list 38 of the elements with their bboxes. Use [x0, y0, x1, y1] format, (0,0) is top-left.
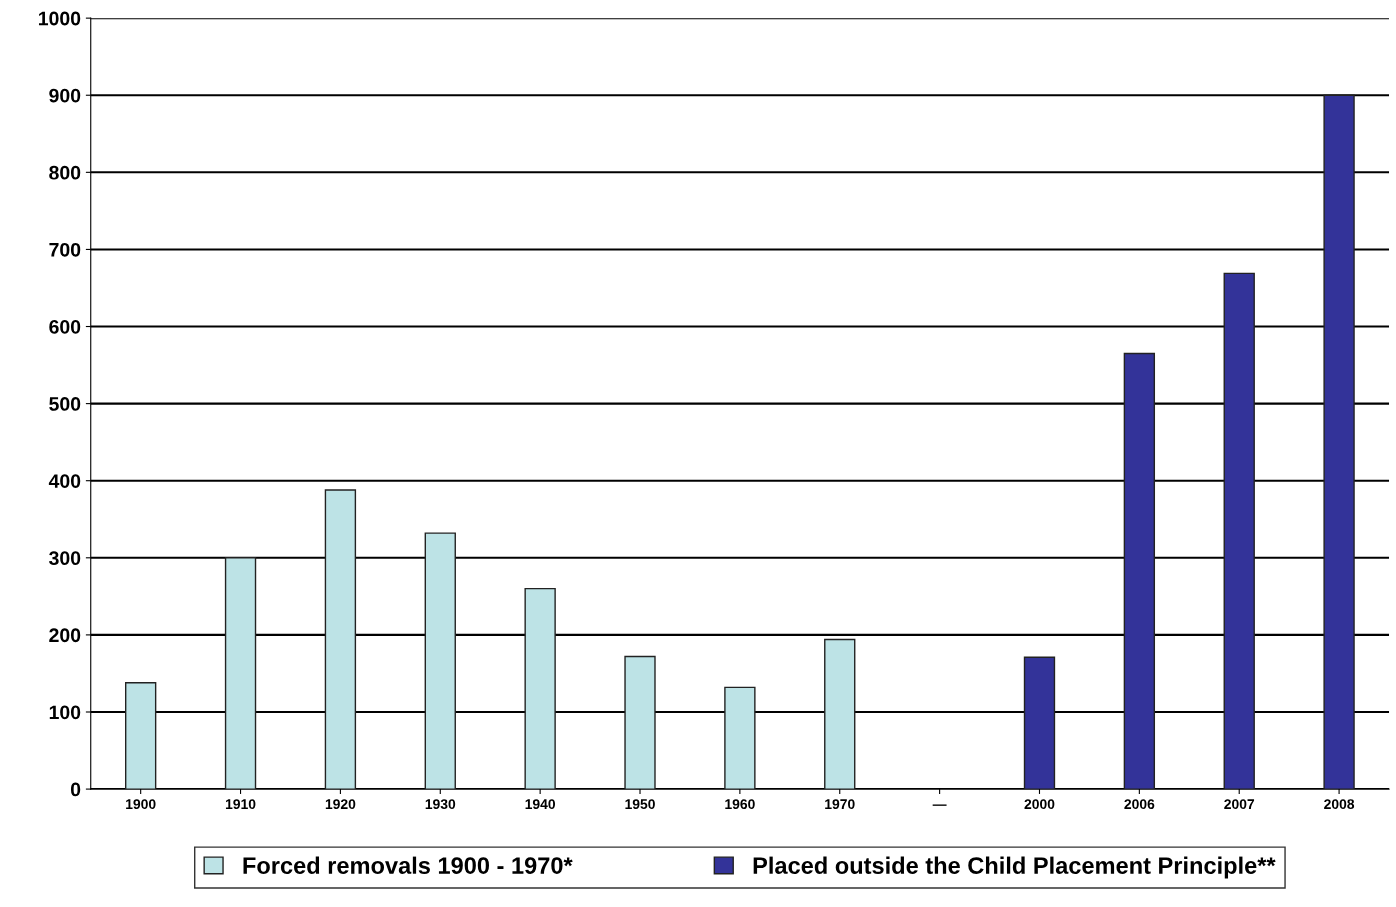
y-tick-label: 700: [49, 242, 81, 257]
bar: [424, 532, 456, 790]
y-tick-label: 600: [49, 319, 81, 334]
x-tick-label: 2008: [1324, 799, 1355, 810]
bar: [624, 655, 656, 790]
bar: [824, 638, 856, 790]
bar: [1323, 94, 1355, 790]
x-tick-label: 2006: [1124, 799, 1155, 810]
x-tick-label: 2007: [1224, 799, 1255, 810]
bar: [1023, 656, 1056, 790]
y-tick-label: 1000: [38, 11, 81, 26]
x-tick-label: 1940: [525, 799, 556, 810]
x-tick-label: —: [932, 804, 947, 806]
bar: [1123, 352, 1156, 790]
x-tick-label: 1900: [126, 799, 156, 810]
bar: [324, 489, 357, 790]
x-tick-label: 1930: [425, 799, 456, 810]
y-tick-label: 300: [49, 551, 81, 566]
x-tick-label: 1950: [625, 799, 655, 810]
bar: [524, 587, 556, 790]
bar: [224, 557, 257, 790]
bar: [124, 682, 157, 790]
y-tick-label: 500: [49, 397, 81, 411]
y-tick-label: 200: [49, 628, 81, 643]
x-tick-label: 1960: [725, 799, 755, 810]
x-tick-label: 1910: [225, 799, 256, 810]
y-tick-label: 0: [70, 782, 81, 797]
y-tick-label: 900: [49, 88, 81, 103]
legend-label: Forced removals 1900 - 1970*: [243, 856, 573, 874]
legend-label: Placed outside the Child Placement Principle**: [753, 856, 1276, 879]
bar: [724, 686, 756, 790]
x-tick-label: 2000: [1024, 799, 1055, 810]
x-tick-label: 1970: [825, 799, 855, 810]
bar: [1223, 272, 1255, 790]
y-tick-label: 800: [49, 165, 81, 180]
y-tick-label: 400: [48, 474, 81, 488]
x-tick-label: 1920: [325, 799, 356, 810]
y-tick-label: 100: [49, 705, 81, 720]
